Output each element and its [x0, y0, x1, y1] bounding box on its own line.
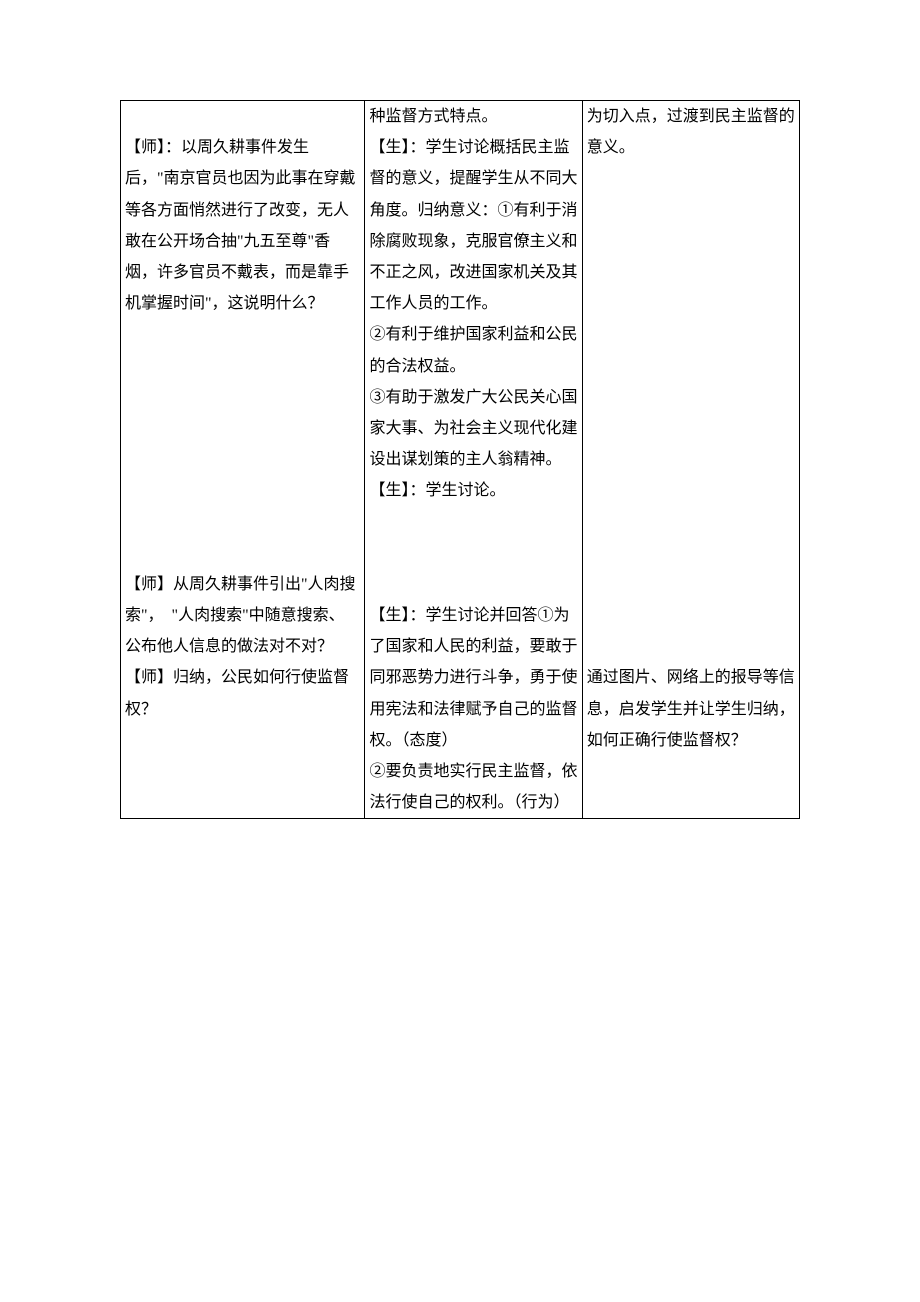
blank-line: [587, 382, 795, 413]
student-block-4: 【生】：学生讨论。: [369, 475, 577, 506]
blank-line: [587, 631, 795, 662]
blank-line: [369, 506, 577, 537]
blank-line: [125, 413, 360, 444]
blank-line: [125, 319, 360, 350]
teacher-block-3: 【师】归纳，公民如何行使监督权？: [125, 662, 360, 724]
blank-line: [587, 413, 795, 444]
blank-line: [125, 444, 360, 475]
teacher-block-1: 【师】：以周久耕事件发生后，"南京官员也因为此事在穿戴等各方面悄然进行了改变，无…: [125, 132, 360, 319]
blank-line: [125, 506, 360, 537]
blank-line: [587, 163, 795, 194]
student-block-2: ②有利于维护国家利益和公民的合法权益。: [369, 319, 577, 381]
blank-line: [587, 506, 795, 537]
blank-line: [587, 195, 795, 226]
student-block-1: 【生】：学生讨论概括民主监督的意义，提醒学生从不同大角度。归纳意义：①有利于消除…: [369, 132, 577, 319]
blank-line: [369, 569, 577, 600]
blank-line: [587, 257, 795, 288]
teacher-block-2: 【师】从周久耕事件引出"人肉搜索"， "人肉搜索"中随意搜索、公布他人信息的做法…: [125, 569, 360, 663]
blank-line: [587, 475, 795, 506]
blank-line: [587, 538, 795, 569]
student-block-3: ③有助于激发广大公民关心国家大事、为社会主义现代化建设出谋划策的主人翁精神。: [369, 382, 577, 476]
blank-line: [125, 538, 360, 569]
blank-line: [587, 600, 795, 631]
blank-line: [125, 382, 360, 413]
lesson-table: 【师】：以周久耕事件发生后，"南京官员也因为此事在穿戴等各方面悄然进行了改变，无…: [120, 100, 800, 819]
page-container: 【师】：以周久耕事件发生后，"南京官员也因为此事在穿戴等各方面悄然进行了改变，无…: [0, 0, 920, 1219]
blank-line: [125, 475, 360, 506]
student-block-0: 种监督方式特点。: [369, 101, 577, 132]
intent-block-1: 通过图片、网络上的报导等信息，启发学生并让学生归纳，如何正确行使监督权？: [587, 662, 795, 756]
blank-line: [587, 226, 795, 257]
cell-teacher: 【师】：以周久耕事件发生后，"南京官员也因为此事在穿戴等各方面悄然进行了改变，无…: [121, 101, 365, 819]
blank-line: [587, 569, 795, 600]
student-block-5: 【生】：学生讨论并回答①为了国家和人民的利益，要敢于同邪恶势力进行斗争，勇于使用…: [369, 600, 577, 756]
blank-line: [587, 319, 795, 350]
blank-line: [125, 351, 360, 382]
cell-intent: 为切入点，过渡到民主监督的意义。 通过图片、网络上的报导等信息，: [582, 101, 799, 819]
blank-line: [587, 351, 795, 382]
intent-block-0: 为切入点，过渡到民主监督的意义。: [587, 101, 795, 163]
blank-line: [587, 288, 795, 319]
student-block-6: ②要负责地实行民主监督，依法行使自己的权利。（行为）: [369, 756, 577, 818]
blank-line: [125, 101, 360, 132]
blank-line: [587, 444, 795, 475]
blank-line: [369, 538, 577, 569]
table-row: 【师】：以周久耕事件发生后，"南京官员也因为此事在穿戴等各方面悄然进行了改变，无…: [121, 101, 800, 819]
cell-student: 种监督方式特点。 【生】：学生讨论概括民主监督的意义，提醒学生从不同大角度。归纳…: [365, 101, 582, 819]
